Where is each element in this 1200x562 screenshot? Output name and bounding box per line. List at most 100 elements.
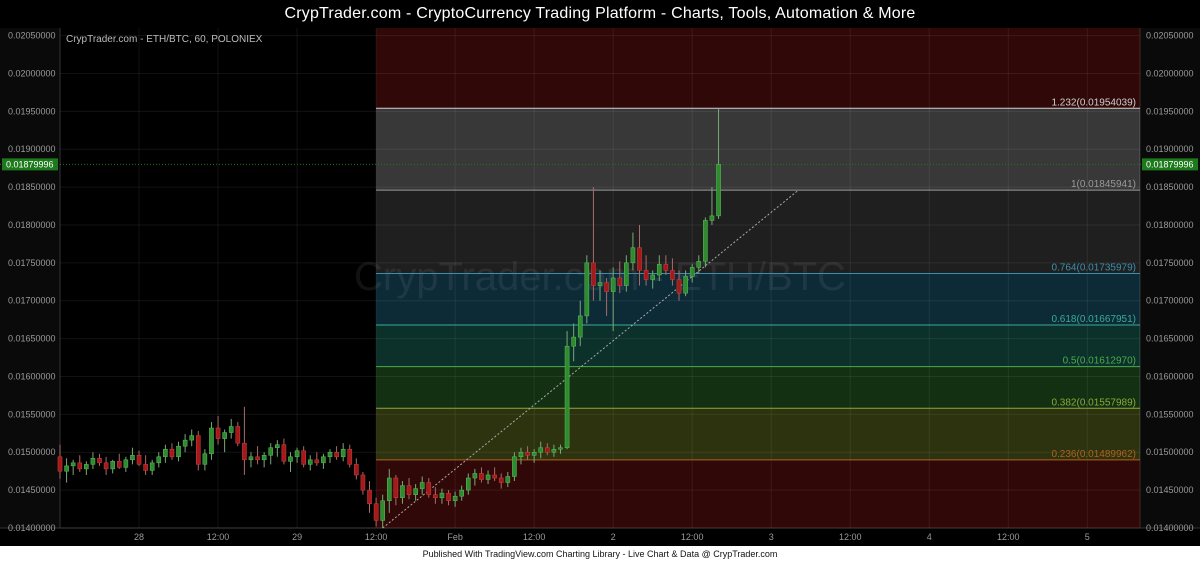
candle[interactable] [426,478,432,498]
candle[interactable] [156,452,162,468]
candle[interactable] [163,444,168,463]
candle[interactable] [630,232,636,271]
candle[interactable] [545,443,550,456]
candle[interactable] [242,406,247,475]
candle[interactable] [136,450,142,466]
candle[interactable] [558,444,563,454]
candle[interactable] [380,494,385,528]
candle[interactable] [670,258,675,286]
candle[interactable] [70,459,76,475]
candle[interactable] [103,456,109,475]
candle[interactable] [294,447,300,463]
candle[interactable] [321,453,326,469]
candle[interactable] [228,418,234,439]
candle[interactable] [564,331,570,450]
candle[interactable] [571,323,576,362]
candle[interactable] [716,108,721,219]
candle[interactable] [202,449,208,471]
candle[interactable] [683,270,688,297]
candle[interactable] [360,471,366,495]
candle[interactable] [433,487,438,504]
candle[interactable] [367,481,372,513]
candle[interactable] [459,485,464,501]
candle[interactable] [209,421,214,460]
candle[interactable] [281,438,287,465]
candle[interactable] [498,473,504,489]
candle[interactable] [525,446,530,460]
candle[interactable] [597,270,603,301]
candle[interactable] [97,453,102,466]
candle[interactable] [64,458,69,483]
candle[interactable] [176,441,181,462]
candle[interactable] [617,261,623,294]
candle[interactable] [439,488,445,504]
candle[interactable] [386,468,392,513]
candle[interactable] [584,255,590,324]
candle[interactable] [130,447,135,465]
candle[interactable] [215,415,221,445]
candle[interactable] [663,255,669,275]
candle[interactable] [182,434,188,453]
candle[interactable] [301,446,306,468]
candle[interactable] [479,467,484,483]
candle[interactable] [116,453,122,469]
candle[interactable] [90,452,96,469]
candle[interactable] [110,459,115,474]
candle[interactable] [551,444,557,457]
candle[interactable] [538,441,544,459]
candle[interactable] [77,455,83,472]
candle[interactable] [255,446,260,465]
candle[interactable] [466,473,471,495]
candle[interactable] [452,491,458,507]
candle[interactable] [288,452,293,472]
candle[interactable] [340,443,346,462]
candle[interactable] [143,455,148,475]
candle[interactable] [446,490,451,506]
candle[interactable] [400,481,405,504]
candle[interactable] [84,461,89,475]
candle[interactable] [472,468,478,486]
candle[interactable] [189,429,194,447]
candle[interactable] [591,187,596,301]
candle[interactable] [531,449,537,463]
candle[interactable] [354,458,359,480]
candle[interactable] [604,278,609,316]
candle[interactable] [373,497,379,527]
candle[interactable] [650,270,655,289]
candle[interactable] [275,440,280,457]
candle[interactable] [169,443,175,460]
candle[interactable] [643,255,649,286]
candle[interactable] [123,456,129,472]
candle[interactable] [518,447,524,465]
candle[interactable] [57,444,63,479]
candle[interactable] [261,452,267,468]
candle[interactable] [676,270,682,301]
candle[interactable] [689,264,695,283]
candle[interactable] [419,476,425,495]
candle[interactable] [327,449,333,463]
candle[interactable] [512,452,517,482]
candle[interactable] [492,467,497,482]
candle[interactable] [235,421,241,447]
candle[interactable] [406,478,412,500]
candle[interactable] [696,255,702,274]
candle[interactable] [222,429,227,453]
candle[interactable] [248,452,254,468]
chart-canvas[interactable]: CrypTrader.com - ETH/BTC1.232(0.01954039… [0,28,1200,546]
candle[interactable] [314,452,320,466]
candle[interactable] [577,300,583,347]
candle[interactable] [505,471,511,488]
price-chart[interactable]: CrypTrader.com - ETH/BTC 1.232(0.01954039… [0,28,1200,546]
candle[interactable] [656,255,662,282]
candle[interactable] [485,470,491,485]
trendline[interactable] [382,190,798,529]
candle[interactable] [334,446,339,460]
candle[interactable] [307,455,313,471]
candle[interactable] [703,217,708,268]
candle[interactable] [637,224,642,286]
candle[interactable] [196,431,201,471]
candle[interactable] [624,255,629,292]
candle[interactable] [393,474,399,506]
candle[interactable] [268,443,274,465]
candle[interactable] [610,267,616,332]
